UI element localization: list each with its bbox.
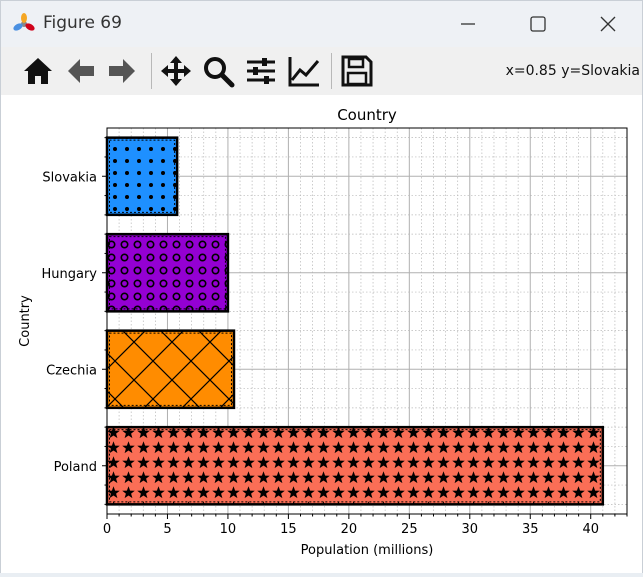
navigation-toolbar: x=0.85 y=Slovakia xyxy=(1,47,642,95)
close-icon[interactable] xyxy=(593,9,623,39)
floppy-disk-icon[interactable] xyxy=(340,54,374,88)
y-tick-label: Slovakia xyxy=(42,170,97,185)
title-bar: Figure 69 xyxy=(1,1,642,47)
bar-hatch-slovakia xyxy=(107,137,178,215)
arrow-left-icon[interactable] xyxy=(64,54,98,88)
bar-hatch-hungary xyxy=(107,234,228,312)
x-axis-label: Population (millions) xyxy=(301,543,434,558)
y-axis-label: Country xyxy=(18,295,33,347)
x-tick-label: 10 xyxy=(220,522,237,537)
minimize-icon[interactable] xyxy=(453,9,483,39)
plot-area-frame xyxy=(106,127,628,515)
y-tick-label: Poland xyxy=(54,460,97,475)
figure-canvas[interactable]: Country 0 5 10 15 20 25 30 35 40 Poland Czechia Hu… xyxy=(1,95,642,573)
x-axis-ticks: 0 5 10 15 20 25 30 35 40 xyxy=(103,514,628,537)
arrow-right-icon[interactable] xyxy=(105,54,139,88)
zoom-icon[interactable] xyxy=(201,54,235,88)
x-tick-label: 15 xyxy=(280,522,297,537)
window-title: Figure 69 xyxy=(43,13,122,33)
bars xyxy=(105,136,605,506)
x-tick-label: 5 xyxy=(163,522,171,537)
y-axis-ticks: Poland Czechia Hungary Slovakia xyxy=(41,137,107,505)
chart-title: Country xyxy=(337,106,397,124)
x-tick-label: 35 xyxy=(522,522,539,537)
home-icon[interactable] xyxy=(21,54,55,88)
x-tick-label: 0 xyxy=(103,522,111,537)
bar-hatch-czechia xyxy=(107,330,234,408)
toolbar-separator xyxy=(331,53,332,89)
y-tick-label: Hungary xyxy=(41,267,97,282)
x-tick-label: 20 xyxy=(341,522,358,537)
bar-inner-edge-hungary xyxy=(109,236,226,310)
bar-chart[interactable]: Country 0 5 10 15 20 25 30 35 40 Poland Czechia Hu… xyxy=(1,95,642,573)
toolbar-separator xyxy=(151,53,152,89)
move-icon[interactable] xyxy=(159,54,193,88)
sliders-icon[interactable] xyxy=(244,54,278,88)
bar-inner-edge-poland xyxy=(109,429,601,503)
x-tick-label: 30 xyxy=(462,522,479,537)
x-tick-label: 25 xyxy=(401,522,418,537)
maximize-icon[interactable] xyxy=(523,9,553,39)
x-tick-label: 40 xyxy=(582,522,599,537)
line-chart-icon[interactable] xyxy=(287,54,321,88)
cursor-coordinates: x=0.85 y=Slovakia xyxy=(505,63,640,79)
y-tick-label: Czechia xyxy=(46,363,97,378)
bar-hatch-poland xyxy=(107,427,603,505)
app-icon xyxy=(13,13,35,31)
bar-inner-edge-slovakia xyxy=(109,139,176,213)
bar-inner-edge-czechia xyxy=(109,332,232,406)
